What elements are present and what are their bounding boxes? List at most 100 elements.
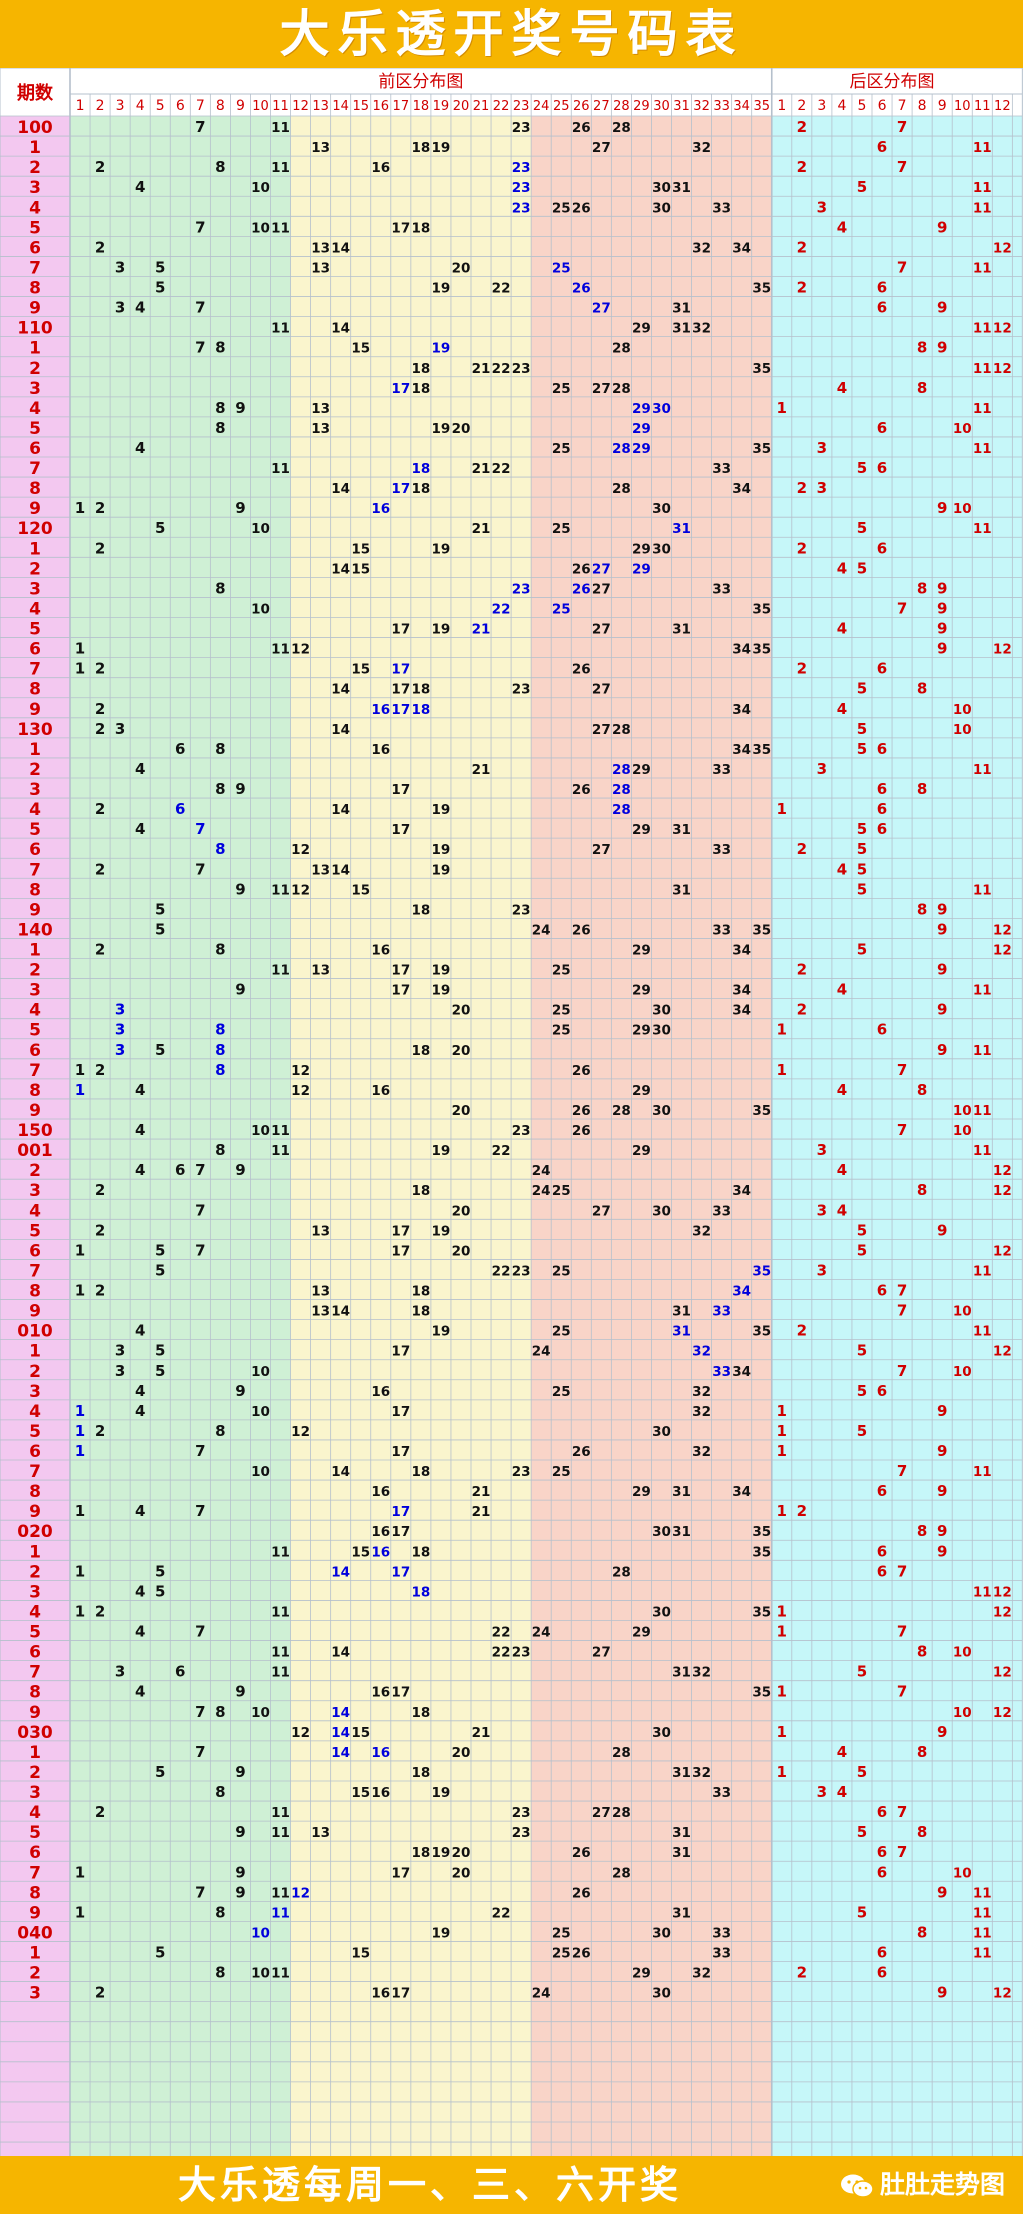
- front-col-label: 5: [156, 98, 165, 114]
- front-col-label: 19: [433, 99, 450, 114]
- back-number: 11: [973, 200, 992, 216]
- front-repeat-number: 28: [612, 802, 631, 818]
- back-number: 9: [937, 961, 947, 979]
- back-number: 7: [897, 1282, 907, 1300]
- front-number: 4: [135, 439, 145, 457]
- front-number: 19: [432, 842, 451, 858]
- back-number: 5: [857, 1382, 867, 1400]
- front-number: 29: [632, 1625, 651, 1641]
- front-number: 26: [572, 782, 591, 798]
- period-label: 7: [29, 660, 41, 680]
- front-number: 19: [432, 802, 451, 818]
- back-number: 6: [877, 539, 887, 557]
- front-number: 2: [95, 1803, 105, 1821]
- period-label: 5: [29, 218, 41, 238]
- front-number: 2: [95, 800, 105, 818]
- back-number: 2: [797, 118, 807, 136]
- front-number: 24: [532, 1344, 551, 1360]
- back-number: 3: [817, 1141, 827, 1159]
- front-number: 20: [452, 260, 471, 276]
- back-number: 11: [973, 260, 992, 276]
- front-number: 30: [652, 1725, 671, 1741]
- front-number: 33: [712, 762, 731, 778]
- front-number: 31: [672, 1484, 691, 1500]
- front-repeat-number: 18: [411, 461, 430, 477]
- back-number: 8: [917, 1522, 927, 1540]
- front-number: 12: [291, 842, 310, 858]
- back-number: 8: [917, 579, 927, 597]
- front-col-label: 6: [176, 98, 185, 114]
- front-number: 23: [512, 1464, 531, 1480]
- back-number: 6: [877, 419, 887, 437]
- front-number: 7: [195, 1502, 205, 1520]
- front-number: 11: [271, 1604, 290, 1620]
- front-col-label: 27: [593, 99, 610, 114]
- front-repeat-number: 19: [432, 341, 451, 357]
- front-number: 11: [271, 963, 290, 979]
- period-label: 3: [29, 579, 41, 599]
- back-number: 1: [777, 399, 787, 417]
- period-label: 2: [29, 1362, 41, 1382]
- front-number: 20: [452, 1865, 471, 1881]
- back-number: 9: [937, 620, 947, 638]
- period-label: 2: [29, 1763, 41, 1783]
- front-number: 18: [411, 220, 430, 236]
- front-number: 26: [572, 561, 591, 577]
- back-number: 4: [837, 1743, 847, 1761]
- back-number: 10: [953, 421, 972, 437]
- back-number: 12: [993, 1705, 1012, 1721]
- back-number: 11: [973, 882, 992, 898]
- period-label: 7: [29, 258, 41, 278]
- back-number: 2: [797, 961, 807, 979]
- front-number: 9: [235, 399, 245, 417]
- period-label: 7: [29, 860, 41, 880]
- front-number: 29: [632, 822, 651, 838]
- back-number: 5: [857, 1823, 867, 1841]
- front-number: 30: [652, 1203, 671, 1219]
- front-number: 33: [712, 200, 731, 216]
- back-number: 9: [937, 1723, 947, 1741]
- back-number: 5: [857, 820, 867, 838]
- back-col-label: 3: [817, 98, 826, 114]
- front-number: 25: [552, 1003, 571, 1019]
- front-number: 22: [492, 281, 511, 297]
- front-number: 14: [331, 802, 350, 818]
- front-number: 26: [572, 1444, 591, 1460]
- front-number: 14: [331, 1464, 350, 1480]
- front-number: 18: [411, 1043, 430, 1059]
- back-number: 2: [797, 158, 807, 176]
- back-number: 1: [777, 1623, 787, 1641]
- front-number: 14: [331, 1645, 350, 1661]
- front-number: 26: [572, 1063, 591, 1079]
- back-number: 7: [897, 599, 907, 617]
- period-label: 3: [29, 1783, 41, 1803]
- back-number: 1: [777, 1683, 787, 1701]
- front-number: 28: [612, 341, 631, 357]
- back-number: 2: [797, 279, 807, 297]
- back-number: 6: [877, 780, 887, 798]
- front-number: 30: [652, 1604, 671, 1620]
- period-label: 6: [29, 238, 41, 258]
- back-number: 8: [917, 1923, 927, 1941]
- front-col-label: 31: [673, 99, 690, 114]
- period-label: 8: [29, 680, 41, 700]
- front-number: 4: [135, 1502, 145, 1520]
- front-repeat-number: 30: [652, 401, 671, 417]
- period-label: 2: [29, 158, 41, 178]
- front-number: 19: [432, 541, 451, 557]
- period-label: 6: [29, 1041, 41, 1061]
- front-repeat-number: 17: [391, 481, 410, 497]
- back-number: 12: [993, 1584, 1012, 1600]
- front-number: 25: [552, 1464, 571, 1480]
- front-repeat-number: 16: [371, 501, 390, 517]
- front-number: 23: [512, 1645, 531, 1661]
- back-number: 5: [857, 720, 867, 738]
- front-number: 7: [195, 218, 205, 236]
- front-number: 21: [472, 1725, 491, 1741]
- front-number: 29: [632, 983, 651, 999]
- front-number: 8: [215, 419, 225, 437]
- back-number: 8: [917, 339, 927, 357]
- back-number: 9: [937, 1041, 947, 1059]
- front-repeat-number: 18: [411, 702, 430, 718]
- period-label: 9: [29, 700, 41, 720]
